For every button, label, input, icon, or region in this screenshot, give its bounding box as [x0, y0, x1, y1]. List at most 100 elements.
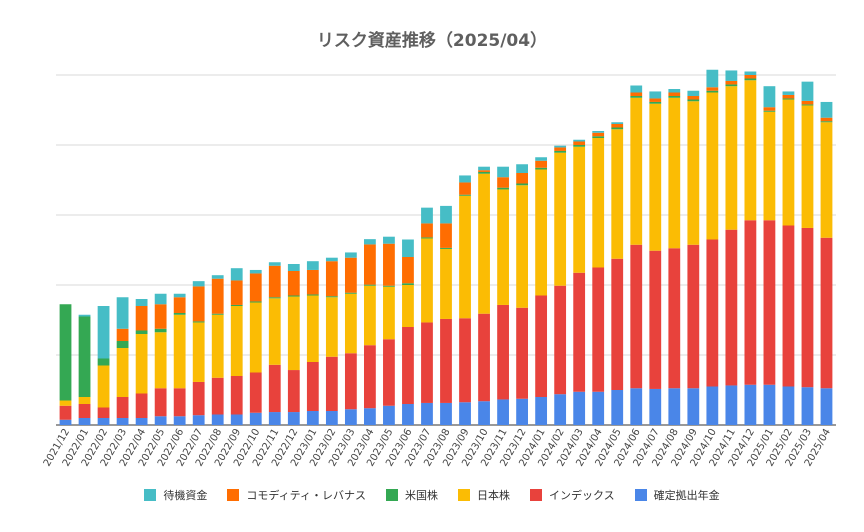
- bar-segment: [554, 145, 567, 148]
- bar-segment: [192, 415, 205, 425]
- bar-segment: [116, 341, 129, 348]
- bar-segment: [630, 85, 643, 93]
- bar-segment: [573, 146, 586, 273]
- bar-segment: [459, 182, 471, 195]
- bar-segment: [97, 358, 110, 366]
- bar-segment: [287, 295, 300, 297]
- bar-segment: [344, 292, 357, 294]
- bar-segment: [383, 339, 395, 406]
- bar-segment: [535, 160, 548, 168]
- bar-segment: [706, 87, 719, 91]
- bar-segment: [801, 104, 814, 106]
- bar-segment: [744, 75, 757, 79]
- bar-segment: [630, 388, 643, 425]
- bar-segment: [668, 248, 681, 389]
- bar-segment: [116, 418, 129, 425]
- bar-segment: [249, 301, 262, 303]
- bar-segment: [687, 90, 700, 96]
- bar-segment: [554, 147, 567, 151]
- bar-segment: [154, 328, 167, 333]
- bar-segment: [459, 195, 471, 319]
- bar-segment: [383, 405, 395, 425]
- bar-segment: [116, 397, 129, 418]
- bar-segment: [706, 386, 719, 425]
- bar-segment: [249, 412, 262, 425]
- bar-segment: [230, 376, 243, 415]
- bar-segment: [364, 345, 376, 409]
- bar-segment: [249, 372, 262, 413]
- bar-segment: [440, 248, 452, 319]
- legend-item: 米国株: [385, 487, 438, 503]
- legend-item: 待機資金: [144, 487, 207, 503]
- bar-segment: [535, 167, 548, 170]
- bar-segment: [421, 322, 433, 403]
- bar-segment: [364, 244, 376, 285]
- bar-segment: [725, 84, 738, 87]
- bar-segment: [516, 183, 528, 186]
- bar-segment: [535, 295, 548, 397]
- bar-segment: [516, 173, 528, 184]
- bar-segment: [344, 353, 357, 410]
- bar-segment: [801, 100, 814, 105]
- bar-segment: [268, 265, 281, 298]
- bar-segment: [192, 322, 205, 382]
- bar-segment: [173, 297, 186, 313]
- bar-segment: [782, 386, 795, 425]
- bar-segment: [459, 318, 471, 403]
- bar-segment: [725, 385, 738, 425]
- bar-segment: [459, 402, 471, 425]
- bar-segment: [820, 122, 833, 238]
- bar-segment: [725, 80, 738, 85]
- bar-segment: [554, 285, 567, 395]
- bar-segment: [383, 236, 395, 244]
- bar-segment: [744, 80, 757, 221]
- bar-segment: [402, 257, 414, 284]
- bar-segment: [592, 136, 605, 138]
- legend-item: 日本株: [457, 487, 510, 503]
- bar-segment: [59, 304, 72, 401]
- bar-segment: [478, 171, 490, 174]
- bar-segment: [249, 269, 262, 274]
- bar-segment: [649, 250, 662, 389]
- bar-segment: [154, 388, 167, 417]
- bar-segment: [249, 302, 262, 373]
- legend-swatch: [227, 489, 240, 501]
- bar-segment: [306, 411, 319, 425]
- bar-segment: [554, 394, 567, 425]
- bar-segment: [611, 127, 624, 130]
- bar-segment: [763, 384, 776, 425]
- bar-segment: [782, 98, 795, 100]
- bar-segment: [782, 99, 795, 226]
- bar-segment: [592, 138, 605, 268]
- bar-segment: [820, 121, 833, 123]
- bar-segment: [763, 107, 776, 111]
- bars: [59, 69, 833, 425]
- legend-swatch: [457, 489, 470, 501]
- bar-segment: [268, 364, 281, 413]
- bar-segment: [344, 293, 357, 354]
- bar-segment: [611, 122, 624, 124]
- bar-segment: [782, 225, 795, 387]
- bar-segment: [782, 91, 795, 95]
- bar-segment: [801, 387, 814, 425]
- bar-segment: [687, 99, 700, 102]
- bar-segment: [592, 131, 605, 133]
- bar-segment: [192, 381, 205, 416]
- bar-segment: [325, 257, 338, 262]
- bar-segment: [440, 247, 452, 249]
- bar-segment: [440, 402, 452, 425]
- bar-segment: [478, 166, 490, 171]
- bar-segment: [173, 314, 186, 389]
- legend-swatch: [385, 489, 398, 501]
- legend: 待機資金 コモディティ・レバナス 米国株 日本株 インデックス 確定拠出年金: [0, 487, 864, 503]
- bar-segment: [402, 283, 414, 285]
- bar-segment: [725, 229, 738, 386]
- legend-label: コモディティ・レバナス: [246, 489, 366, 502]
- bar-segment: [497, 187, 509, 190]
- bar-segment: [268, 298, 281, 365]
- bar-segment: [116, 348, 129, 397]
- bar-segment: [706, 69, 719, 88]
- bar-segment: [97, 365, 110, 408]
- bar-segment: [820, 388, 833, 425]
